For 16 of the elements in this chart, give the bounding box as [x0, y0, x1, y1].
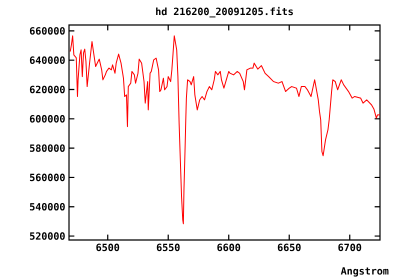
y-tick-label: 520000	[30, 232, 65, 240]
chart-title: hd 216200_20091205.fits	[156, 6, 293, 18]
y-tick-label: 580000	[30, 144, 65, 152]
x-tick-label: 6550	[156, 244, 180, 252]
x-axis-title: Angstrom	[340, 267, 388, 277]
y-tick-label: 560000	[30, 174, 65, 182]
y-tick-label: 660000	[30, 27, 65, 35]
x-tick-label: 6600	[217, 244, 240, 252]
y-tick-label: 640000	[30, 56, 65, 64]
y-tick-label: 600000	[30, 115, 65, 123]
y-tick-label: 620000	[30, 86, 65, 94]
x-tick-label: 6700	[338, 244, 362, 252]
y-tick-label: 540000	[30, 202, 65, 211]
line-series	[70, 35, 380, 224]
x-tick-label: 6650	[278, 244, 301, 252]
x-tick-label: 6500	[96, 244, 120, 252]
